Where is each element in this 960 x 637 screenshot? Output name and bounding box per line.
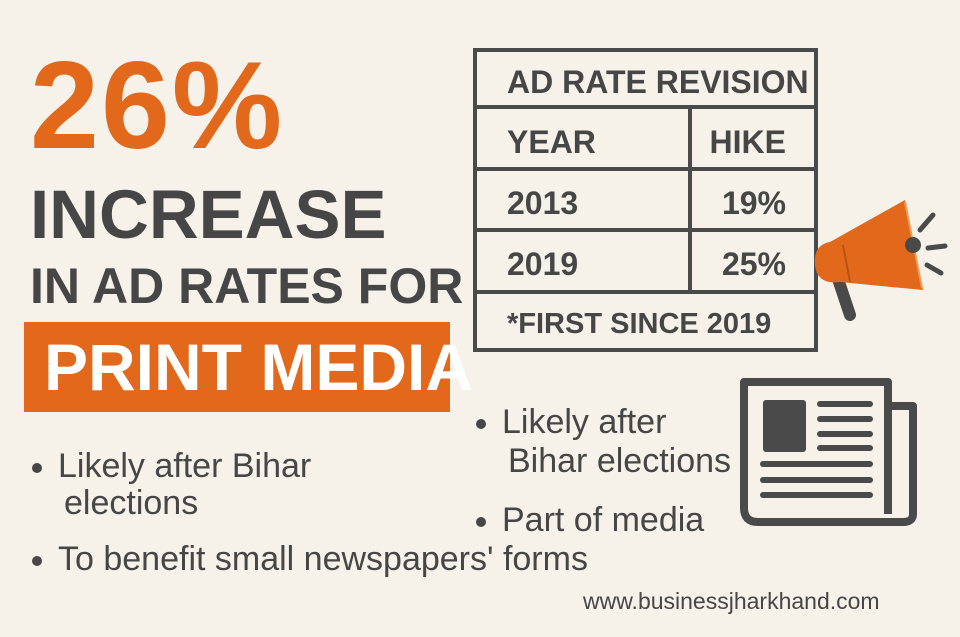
bullet-text: Part of media [502,501,705,539]
table-row [477,290,814,294]
bullet-item: Likely after Bihar [32,449,311,483]
hike-cell: 19% [721,185,786,221]
bullet-item-continued: Bihar elections [508,442,732,480]
header-year: YEAR [507,124,596,160]
column-divider [688,105,692,294]
bullet-item: Likely after [476,405,666,439]
headline-line1: INCREASE [30,176,387,253]
headline-percent: 26% [30,37,285,175]
table-title: AD RATE REVISION [507,64,809,100]
bullet-icon [32,463,42,474]
highlight-banner [24,322,450,412]
newspaper-icon [740,378,917,526]
bullet-text: To benefit small newspapers' forms [58,540,588,578]
highlight-text: PRINT MEDIA [44,330,473,404]
table-row [477,105,814,109]
bullet-icon [476,517,486,528]
ad-rate-table: AD RATE REVISION YEAR HIKE 2013 19% 2019… [473,48,818,352]
table-row [477,167,814,171]
bullet-item: To benefit small newspapers' forms [32,542,588,576]
website-url: www.businessjharkhand.com [583,588,880,614]
hike-cell: 25% [721,246,786,282]
header-hike: HIKE [709,124,786,160]
bullet-text: Likely after [502,403,667,441]
table-row [477,228,814,232]
bullet-icon [476,419,486,430]
bullet-item-continued: elections [64,484,199,522]
bullet-icon [32,556,42,567]
megaphone-icon [814,200,948,321]
bullet-item: Part of media [476,503,704,537]
bullet-text: Likely after Bihar [58,447,312,485]
year-cell: 2013 [507,185,579,221]
headline-line2: IN AD RATES FOR [30,258,464,314]
table-footnote: *FIRST SINCE 2019 [507,308,772,340]
year-cell: 2019 [507,246,579,282]
